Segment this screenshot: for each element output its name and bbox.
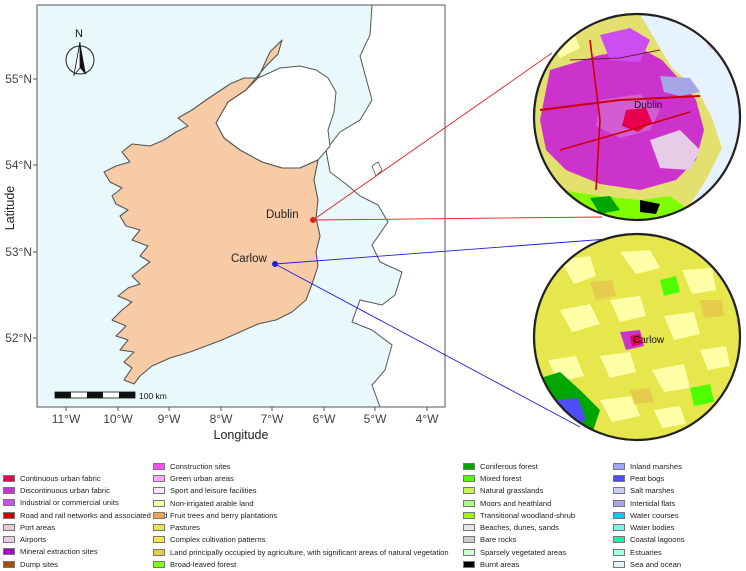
great-britain-landmass [325, 5, 445, 407]
connector-lines [274, 52, 609, 428]
ireland-landmass [103, 39, 321, 385]
lon-tick-label: 8°W [210, 412, 233, 426]
carlow-connector-top [274, 238, 609, 265]
carlow-inset-label: Carlow [633, 335, 665, 346]
lat-tick-label: 54°N [5, 158, 32, 172]
lon-tick-label: 6°W [313, 412, 336, 426]
lon-tick-label: 9°W [158, 412, 181, 426]
scale-bar: 100 km [54, 391, 167, 401]
north-label: N [75, 28, 83, 40]
lat-tick-label: 53°N [5, 245, 32, 259]
lon-tick-label: 11°W [52, 412, 81, 426]
lon-tick-label: 7°W [261, 412, 284, 426]
lat-tick-label: 52°N [5, 331, 32, 345]
lon-tick-label: 10°W [103, 412, 133, 426]
dublin-map-label: Dublin [266, 209, 299, 221]
dublin-connector-top [312, 52, 553, 221]
carlow-map-label: Carlow [231, 253, 267, 265]
carlow-inset [534, 234, 740, 440]
isle-of-man [371, 161, 383, 177]
dublin-inset-label: Dublin [634, 100, 662, 111]
latitude-axis: 55°N 54°N 53°N 52°N [5, 72, 37, 345]
dublin-marker[interactable] [310, 217, 316, 223]
longitude-axis: 11°W 10°W 9°W 8°W 7°W 6°W 5°W 4°W [52, 407, 439, 426]
dublin-connector-bottom [312, 216, 603, 221]
dublin-inset [534, 14, 740, 220]
lat-tick-label: 55°N [5, 72, 32, 86]
carlow-connector-bottom [274, 263, 581, 428]
carlow-marker[interactable] [272, 261, 278, 267]
lon-tick-label: 4°W [416, 412, 439, 426]
lon-tick-label: 5°W [364, 412, 387, 426]
x-axis-title: Longitude [214, 428, 269, 442]
y-axis-title: Latitude [3, 186, 17, 231]
scale-bar-label: 100 km [139, 391, 167, 401]
north-arrow-icon: N [65, 28, 95, 77]
